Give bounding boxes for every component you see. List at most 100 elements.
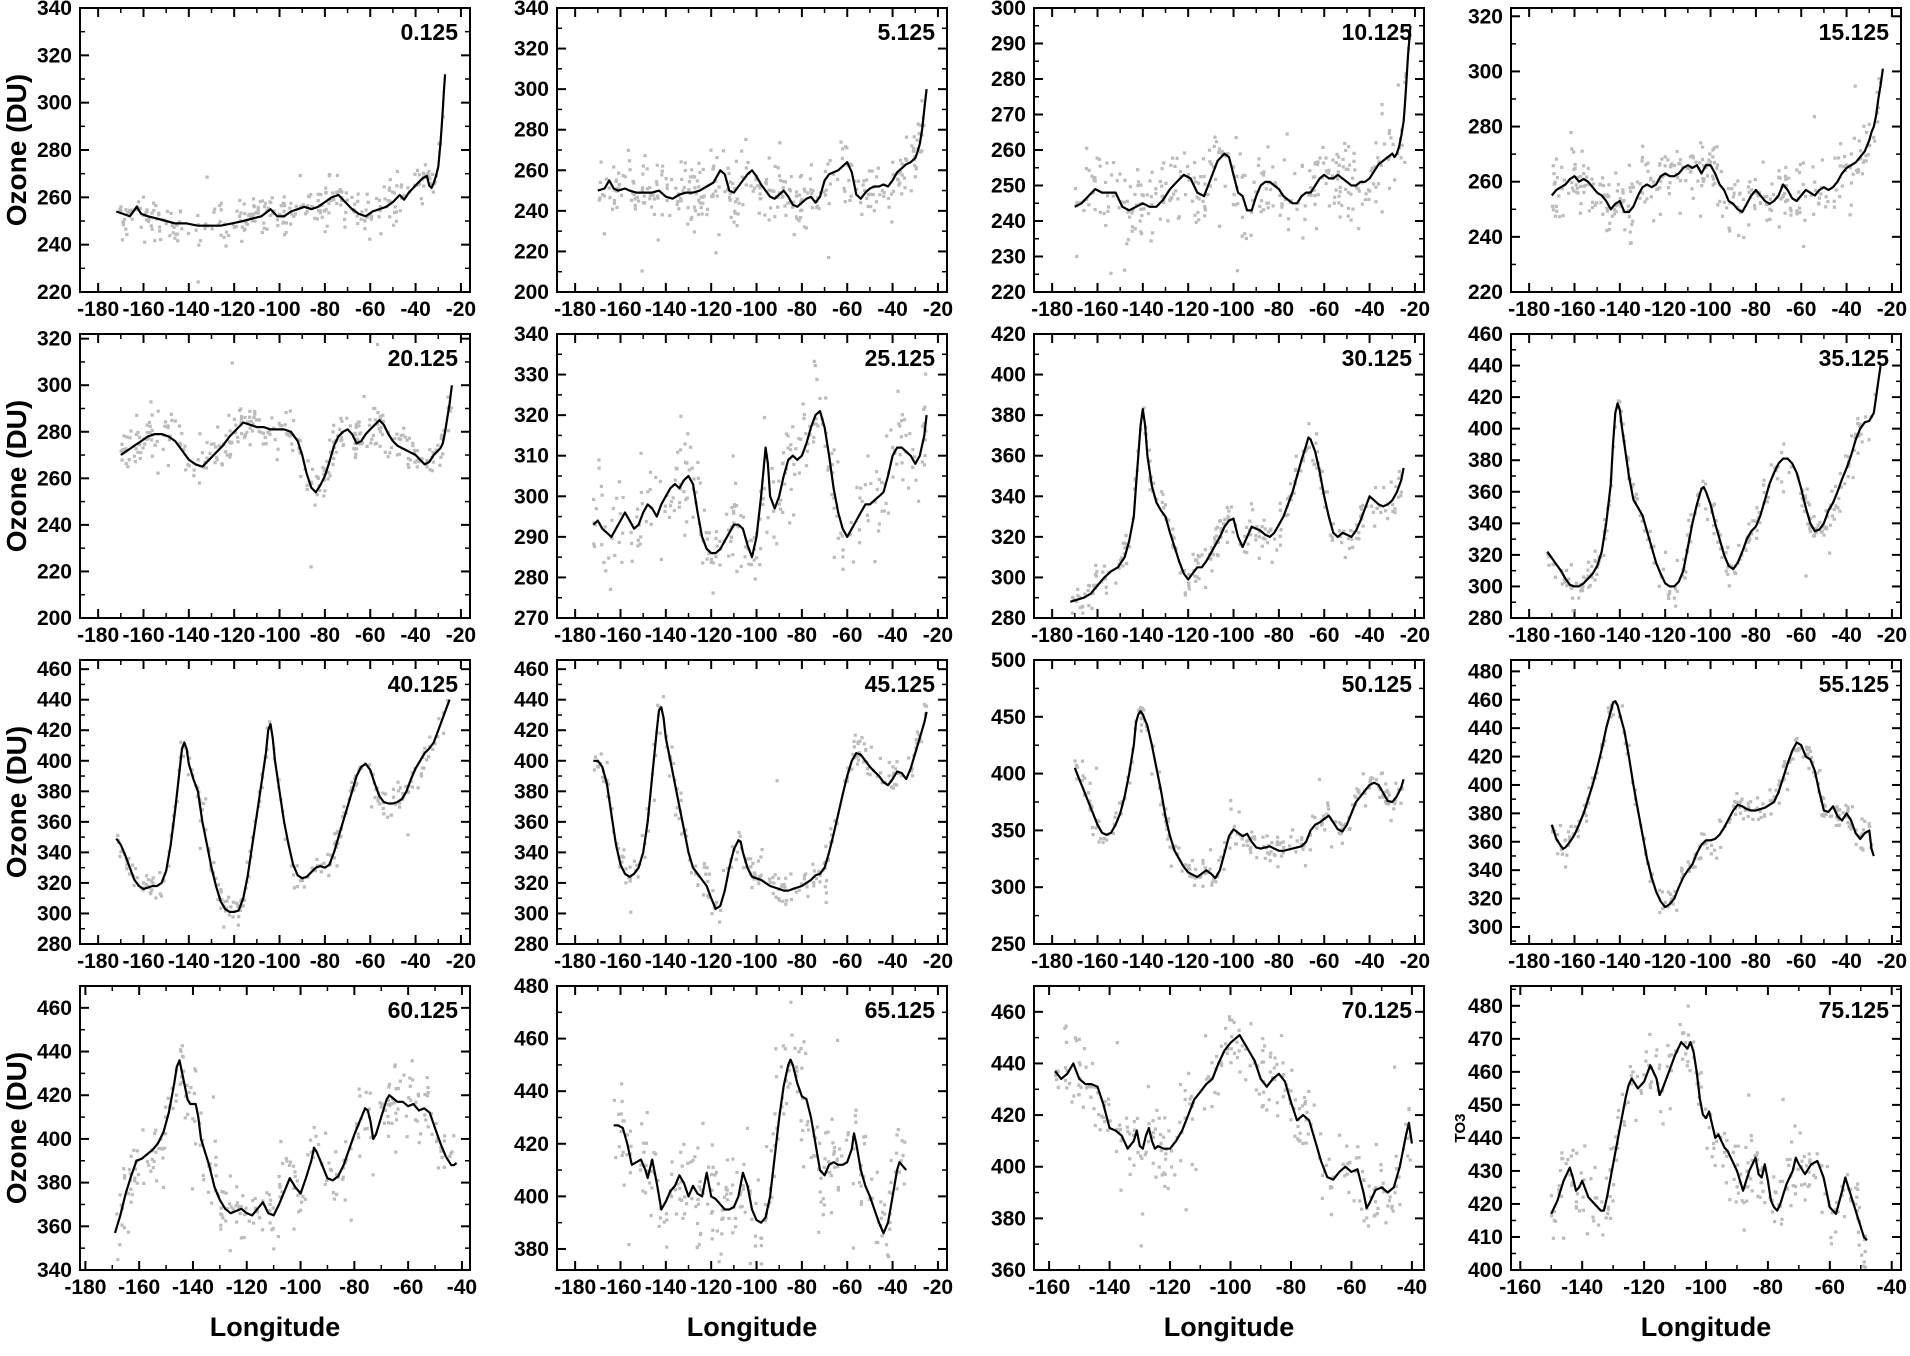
x-tick-label: -40 <box>1354 950 1384 973</box>
y-tick-label: 320 <box>514 38 549 61</box>
y-tick-label: 360 <box>991 1259 1026 1282</box>
x-tick-label: -180 <box>554 1276 596 1299</box>
x-tick-label: -120 <box>690 1276 732 1299</box>
x-tick-label: -60 <box>1786 950 1816 973</box>
panel-latitude-label: 25.125 <box>865 345 936 371</box>
y-tick-label: 360 <box>1468 481 1503 504</box>
y-tick-label: 420 <box>1468 746 1503 769</box>
x-tick-label: -120 <box>1623 1276 1665 1299</box>
y-tick-label: 440 <box>514 689 549 712</box>
x-tick-label: -160 <box>1076 950 1118 973</box>
x-tick-label: -140 <box>1122 950 1164 973</box>
smoothed-line <box>121 385 452 492</box>
x-tick-label: -20 <box>1877 298 1907 321</box>
x-tick-label: -60 <box>393 1276 423 1299</box>
x-tick-label: -120 <box>1644 298 1686 321</box>
x-tick-label: -80 <box>787 950 817 973</box>
y-tick-label: 400 <box>514 1185 549 1208</box>
scatter-points <box>1073 706 1404 888</box>
x-tick-label: -80 <box>1741 624 1771 647</box>
x-tick-label: -140 <box>172 1276 214 1299</box>
y-tick-label: 330 <box>514 364 549 387</box>
y-tick-label: 260 <box>37 186 72 209</box>
y-tick-label: 400 <box>1468 418 1503 441</box>
x-tick-label: -80 <box>1753 1276 1783 1299</box>
x-tick-label: -100 <box>1213 624 1255 647</box>
x-tick-label: -80 <box>1741 298 1771 321</box>
y-tick-label: 400 <box>37 750 72 773</box>
x-tick-label: -140 <box>1089 1276 1131 1299</box>
plot-frame <box>557 8 947 292</box>
x-tick-label: -140 <box>1561 1276 1603 1299</box>
panel-latitude-label: 35.125 <box>1819 345 1890 371</box>
y-tick-label: 310 <box>514 445 549 468</box>
subplot-60.125: -180-160-140-120-100-80-60-4034036038040… <box>0 978 477 1351</box>
y-tick-label: 430 <box>1468 1160 1503 1183</box>
x-tick-label: -80 <box>310 624 340 647</box>
y-tick-label: 420 <box>514 1133 549 1156</box>
y-tick-label: 240 <box>37 514 72 537</box>
y-tick-label: 400 <box>991 1156 1026 1179</box>
subplot-0.125: -180-160-140-120-100-80-60-40-2022024026… <box>0 0 477 326</box>
x-tick-label: -100 <box>259 624 301 647</box>
y-tick-label: 460 <box>37 997 72 1020</box>
y-tick-label: 440 <box>1468 717 1503 740</box>
x-tick-label: -100 <box>736 624 778 647</box>
y-tick-label: 300 <box>991 566 1026 589</box>
y-tick-label: 280 <box>37 933 72 956</box>
x-tick-label: -140 <box>168 624 210 647</box>
x-tick-label: -40 <box>877 950 907 973</box>
panel-latitude-label: 0.125 <box>400 19 458 45</box>
y-tick-label: 300 <box>991 0 1026 20</box>
scatter-points <box>613 1001 907 1266</box>
panel-latitude-label: 5.125 <box>877 19 935 45</box>
panel-latitude-label: 50.125 <box>1342 671 1413 697</box>
y-tick-label: 300 <box>514 78 549 101</box>
y-tick-label: 480 <box>1468 995 1503 1018</box>
x-tick-label: -60 <box>355 298 385 321</box>
x-tick-label: -60 <box>832 1276 862 1299</box>
to3-axis-label: TO3 <box>1452 1114 1469 1143</box>
y-axis-title: Ozone (DU) <box>1 74 32 226</box>
x-tick-label: -180 <box>1508 298 1550 321</box>
x-tick-label: -160 <box>1028 1276 1070 1299</box>
x-tick-label: -80 <box>1264 624 1294 647</box>
y-tick-label: 320 <box>1468 5 1503 28</box>
y-tick-label: 300 <box>514 485 549 508</box>
x-tick-label: -160 <box>599 624 641 647</box>
y-tick-label: 440 <box>1468 355 1503 378</box>
y-tick-label: 320 <box>37 872 72 895</box>
plot-frame <box>1034 8 1424 292</box>
y-tick-label: 240 <box>37 234 72 257</box>
y-tick-label: 420 <box>1468 386 1503 409</box>
x-tick-label: -120 <box>213 624 255 647</box>
panel-latitude-label: 10.125 <box>1342 19 1413 45</box>
plot-frame <box>1511 660 1901 944</box>
y-tick-label: 440 <box>1468 1127 1503 1150</box>
y-tick-label: 280 <box>1468 607 1503 630</box>
subplot-50.125: -180-160-140-120-100-80-60-40-2025030035… <box>954 652 1431 978</box>
x-tick-label: -180 <box>1031 298 1073 321</box>
y-tick-label: 300 <box>514 902 549 925</box>
scatter-points <box>593 695 928 924</box>
x-tick-label: -160 <box>122 298 164 321</box>
y-tick-label: 420 <box>1468 1193 1503 1216</box>
y-tick-label: 440 <box>37 689 72 712</box>
y-tick-label: 280 <box>514 566 549 589</box>
x-tick-label: -140 <box>168 298 210 321</box>
x-tick-label: -120 <box>690 298 732 321</box>
subplot-30.125: -180-160-140-120-100-80-60-40-2028030032… <box>954 326 1431 652</box>
x-axis-title: Longitude <box>687 1312 817 1342</box>
x-tick-label: -180 <box>1031 950 1073 973</box>
x-tick-label: -120 <box>213 298 255 321</box>
scatter-points <box>115 1044 455 1261</box>
smoothed-line <box>1070 409 1403 602</box>
y-tick-label: 360 <box>37 1215 72 1238</box>
scatter-points <box>1546 393 1876 612</box>
subplot-45.125: -180-160-140-120-100-80-60-40-2028030032… <box>477 652 954 978</box>
x-tick-label: -80 <box>787 624 817 647</box>
smoothed-line <box>116 74 445 225</box>
